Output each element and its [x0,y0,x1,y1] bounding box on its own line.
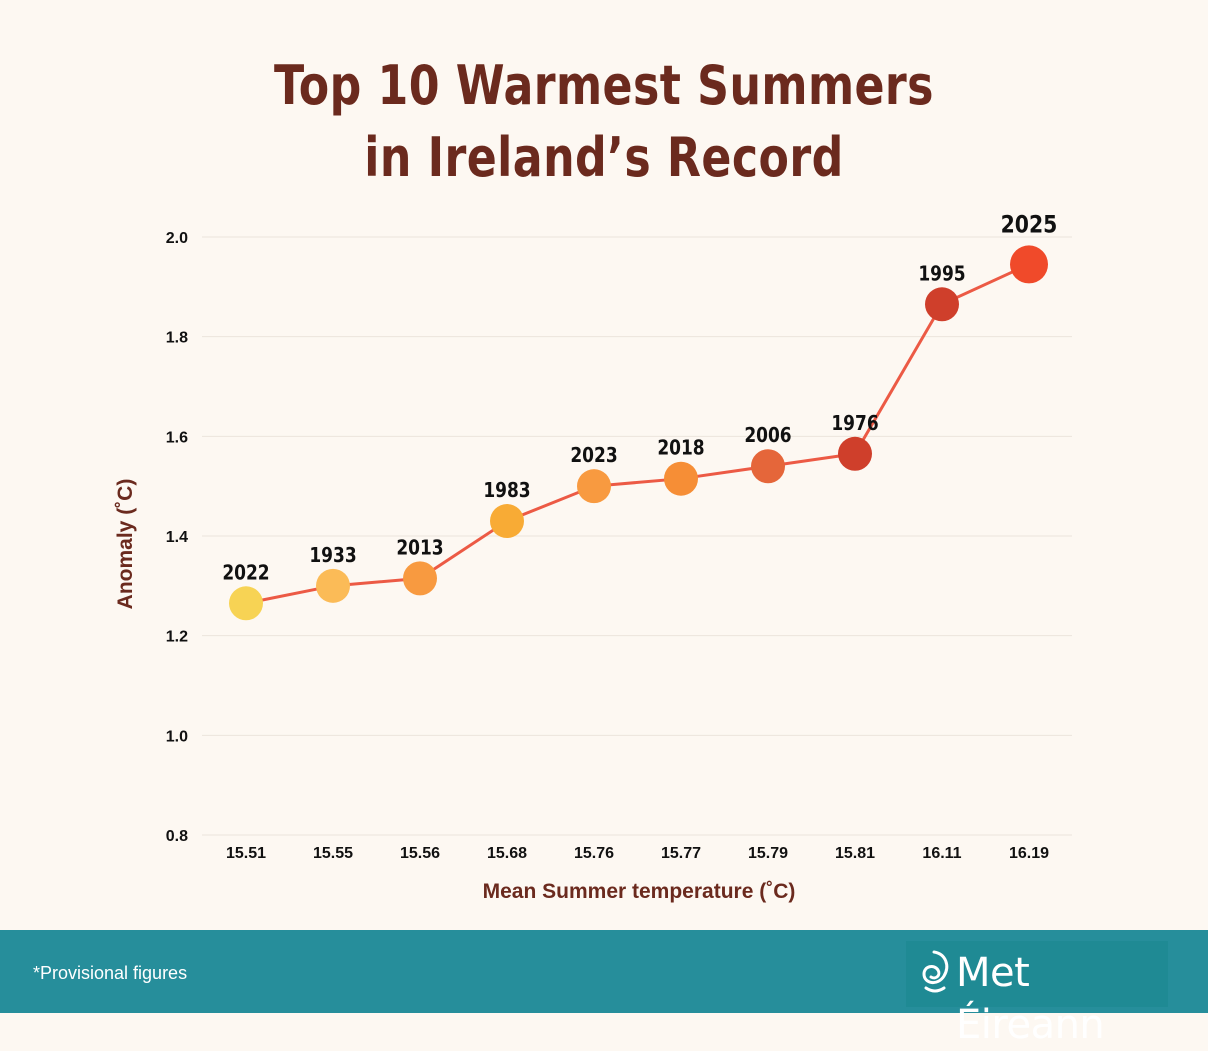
x-tick-label: 15.56 [400,845,440,862]
provisional-note: *Provisional figures [33,963,188,983]
y-axis-label: Anomaly (˚C) [114,479,137,610]
x-tick-label: 16.19 [1009,845,1049,862]
series-line [245,263,1030,605]
data-point [751,449,785,484]
point-label: 2025 [1001,211,1058,239]
gridlines [202,236,1072,836]
chart-title-line-2: in Ireland’s Record [364,126,844,189]
point-label: 1983 [483,480,530,503]
point-label: 2022 [222,562,269,585]
x-tick-label: 15.76 [574,845,614,862]
y-tick-label: 1.0 [166,728,188,745]
data-point [1010,245,1048,284]
y-tick-label: 1.2 [166,629,188,646]
point-label: 2023 [570,445,617,468]
y-tick-label: 0.8 [166,828,188,845]
data-points [229,245,1048,621]
point-label: 1976 [831,413,878,436]
chart-title: Top 10 Warmest Summers in Ireland’s Reco… [109,50,1100,194]
x-tick-label: 15.68 [487,845,527,862]
y-tick-label: 2.0 [166,230,188,247]
point-labels: 2022 1933 2013 1983 2023 2018 2006 1976 1995 2025 [222,211,1057,585]
footer-bar: *Provisional figures Met Éireann [0,930,1208,1048]
x-tick-label: 15.79 [748,845,788,862]
y-tick-label: 1.4 [166,529,188,546]
met-eireann-logo: Met Éireann [906,941,1168,1048]
point-label: 1995 [918,263,965,286]
met-eireann-swirl-icon [922,950,949,993]
point-label: 1933 [309,545,356,568]
data-point [838,436,872,471]
line-chart: 0.81.01.21.41.61.82.0 15.51 15.55 15.56 15.… [114,211,1072,903]
point-label: 2006 [744,425,791,448]
data-point [925,287,959,322]
data-point [403,561,437,596]
y-tick-label: 1.8 [166,330,188,347]
y-axis-ticks: 0.8 1.0 1.2 1.4 1.6 1.8 2.0 [166,230,188,845]
chart-title-line-1: Top 10 Warmest Summers [274,54,934,117]
x-tick-label: 16.11 [922,845,961,862]
point-label: 2018 [657,437,704,460]
point-label: 2013 [396,537,443,560]
data-point [490,504,524,539]
data-point [664,461,698,496]
y-tick-label: 1.6 [166,429,188,446]
data-point [577,469,611,504]
data-point [316,568,350,603]
x-axis-label: Mean Summer temperature (˚C) [483,880,796,903]
x-tick-label: 15.51 [226,845,266,862]
x-axis-ticks: 15.51 15.55 15.56 15.68 15.76 15.77 15.79 15.81… [226,845,1049,862]
x-tick-label: 15.55 [313,845,353,862]
x-tick-label: 15.81 [835,845,875,862]
x-tick-label: 15.77 [661,845,701,862]
logo-text: Met Éireann [956,950,1105,1048]
data-point [229,586,263,621]
